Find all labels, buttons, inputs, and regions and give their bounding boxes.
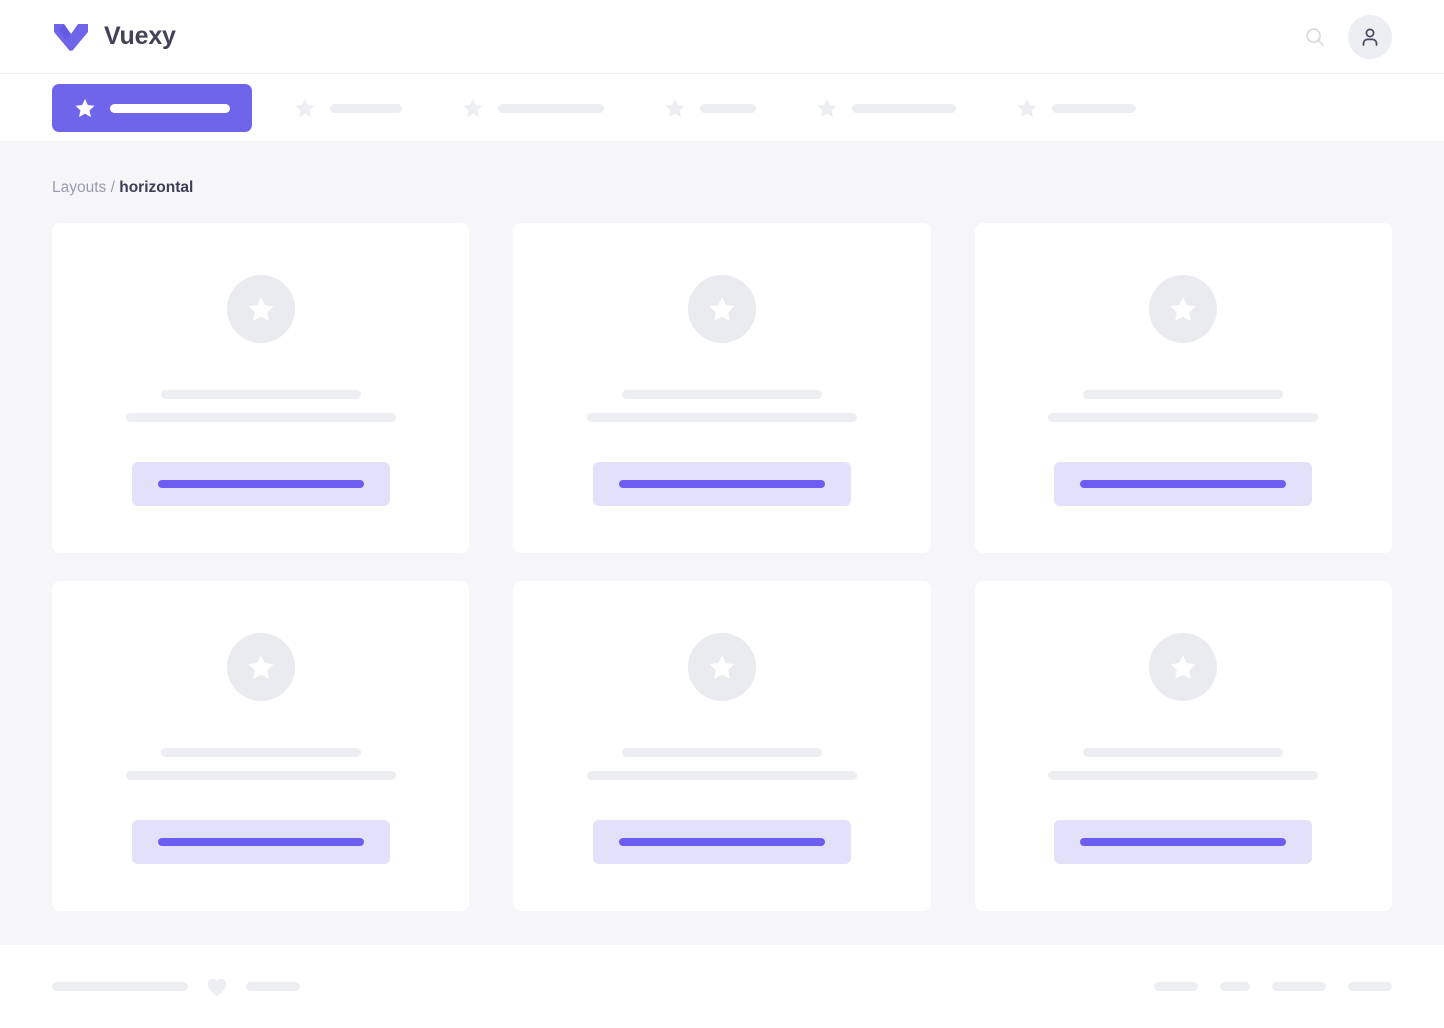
- card-subtitle-placeholder: [586, 771, 857, 780]
- star-icon: [709, 297, 735, 321]
- footer-left: [52, 977, 300, 997]
- footer-link-placeholder-3[interactable]: [1272, 982, 1326, 991]
- nav-item-6[interactable]: [998, 85, 1154, 131]
- card-action-button[interactable]: [1054, 820, 1313, 864]
- nav-item-label-placeholder: [110, 103, 230, 113]
- star-icon: [248, 655, 274, 679]
- card-2[interactable]: [513, 223, 931, 553]
- nav-item-label-placeholder: [330, 103, 402, 113]
- header-actions: [1304, 14, 1392, 59]
- star-icon: [1170, 655, 1196, 679]
- card-button-label-placeholder: [618, 838, 825, 846]
- card-avatar: [1149, 633, 1218, 701]
- footer-link-placeholder-4[interactable]: [1348, 982, 1392, 991]
- card-subtitle-placeholder: [125, 771, 396, 780]
- card-grid: [52, 223, 1392, 911]
- card-button-label-placeholder: [1080, 838, 1287, 846]
- card-button-label-placeholder: [157, 838, 364, 846]
- nav-item-4[interactable]: [646, 85, 774, 131]
- breadcrumb-current: horizontal: [119, 179, 194, 196]
- page-content: Layouts / horizontal: [0, 141, 1444, 945]
- star-icon: [664, 97, 686, 119]
- card-action-button[interactable]: [592, 462, 851, 506]
- nav-item-5[interactable]: [798, 85, 974, 131]
- nav-item-label-placeholder: [498, 103, 604, 113]
- footer-text-placeholder-1: [52, 982, 188, 991]
- star-icon: [462, 97, 484, 119]
- star-icon: [1170, 297, 1196, 321]
- breadcrumb: Layouts / horizontal: [52, 179, 1392, 197]
- card-avatar: [1149, 275, 1218, 343]
- nav-item-label-placeholder: [700, 103, 756, 113]
- card-button-label-placeholder: [157, 480, 364, 488]
- card-3[interactable]: [974, 223, 1392, 553]
- footer-text-placeholder-2: [246, 982, 300, 991]
- nav-item-label-placeholder: [852, 103, 956, 113]
- card-action-button[interactable]: [131, 462, 390, 506]
- card-subtitle-placeholder: [1048, 771, 1319, 780]
- footer-right: [1154, 982, 1392, 991]
- card-subtitle-placeholder: [1048, 413, 1319, 422]
- card-title-placeholder: [160, 390, 361, 399]
- vuexy-heart-logo-icon: [52, 21, 90, 53]
- card-subtitle-placeholder: [125, 413, 396, 422]
- star-icon: [248, 297, 274, 321]
- card-1[interactable]: [52, 223, 470, 553]
- app-footer: [0, 945, 1444, 1028]
- nav-item-label-placeholder: [1052, 103, 1136, 113]
- nav-item-3[interactable]: [444, 85, 622, 131]
- footer-link-placeholder-1[interactable]: [1154, 982, 1198, 991]
- breadcrumb-parent[interactable]: Layouts: [52, 179, 107, 196]
- card-action-button[interactable]: [592, 820, 851, 864]
- footer-link-placeholder-2[interactable]: [1220, 982, 1250, 991]
- nav-item-1[interactable]: [52, 84, 252, 132]
- card-button-label-placeholder: [1080, 480, 1287, 488]
- card-avatar: [687, 633, 756, 701]
- card-action-button[interactable]: [1054, 462, 1313, 506]
- card-title-placeholder: [160, 748, 361, 757]
- star-icon: [294, 97, 316, 119]
- app-header: Vuexy: [0, 0, 1444, 74]
- card-button-label-placeholder: [618, 480, 825, 488]
- card-title-placeholder: [1083, 748, 1284, 757]
- card-avatar: [226, 275, 295, 343]
- search-icon[interactable]: [1304, 26, 1326, 48]
- star-icon: [816, 97, 838, 119]
- card-title-placeholder: [621, 390, 822, 399]
- card-avatar: [687, 275, 756, 343]
- app-title: Vuexy: [104, 22, 176, 50]
- horizontal-navbar: [0, 75, 1444, 141]
- avatar[interactable]: [1348, 14, 1392, 59]
- heart-icon: [206, 977, 228, 997]
- nav-item-2[interactable]: [276, 85, 420, 131]
- card-avatar: [226, 633, 295, 701]
- star-icon: [74, 97, 96, 119]
- card-action-button[interactable]: [131, 820, 390, 864]
- user-avatar-icon: [1362, 28, 1378, 46]
- card-title-placeholder: [621, 748, 822, 757]
- brand[interactable]: Vuexy: [52, 21, 176, 53]
- card-5[interactable]: [513, 581, 931, 911]
- star-icon: [709, 655, 735, 679]
- card-title-placeholder: [1083, 390, 1284, 399]
- card-subtitle-placeholder: [586, 413, 857, 422]
- card-4[interactable]: [52, 581, 470, 911]
- card-6[interactable]: [974, 581, 1392, 911]
- star-icon: [1016, 97, 1038, 119]
- breadcrumb-separator: /: [110, 179, 115, 196]
